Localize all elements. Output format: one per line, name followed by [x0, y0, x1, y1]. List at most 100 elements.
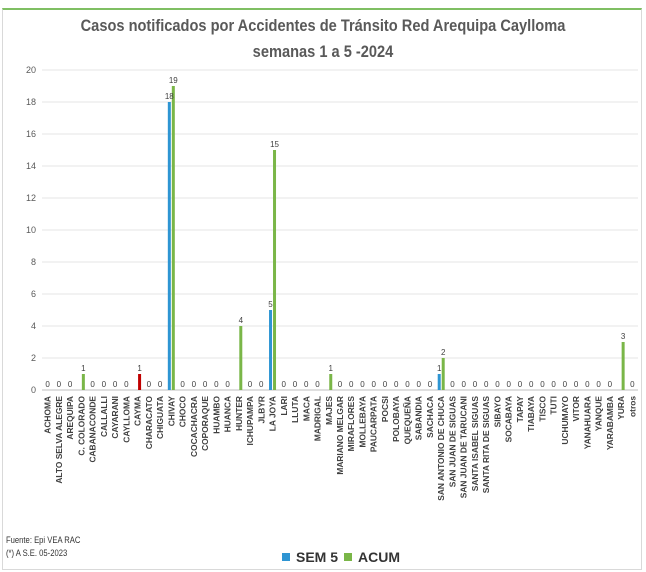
legend-label-acum: ACUM: [358, 549, 401, 565]
y-tick-label: 14: [26, 161, 36, 171]
y-tick-label: 0: [31, 385, 36, 395]
y-tick-label: 18: [26, 97, 36, 107]
data-label-sem5: 1: [437, 364, 442, 373]
data-label-sem5: 5: [268, 300, 273, 309]
data-label-acum: 1: [137, 364, 142, 373]
data-label-acum: 0: [394, 380, 399, 389]
data-label-acum: 0: [608, 380, 613, 389]
data-label-acum: 0: [484, 380, 489, 389]
x-category-label: ALTO SELVA ALEGRE: [54, 396, 64, 484]
x-category-label: LA JOYA: [268, 396, 278, 431]
data-label-acum: 0: [405, 380, 410, 389]
bar-sem5: [269, 310, 273, 390]
data-label-acum: 0: [158, 380, 163, 389]
x-category-label: CABANACONDE: [88, 396, 98, 463]
x-category-label: POLOBAYA: [391, 396, 401, 442]
y-tick-label: 10: [26, 225, 36, 235]
x-category-label: HUANCA: [223, 396, 233, 432]
data-label-acum: 0: [585, 380, 590, 389]
data-label-acum: 0: [383, 380, 388, 389]
x-category-label: TISCO: [537, 396, 547, 422]
data-label-acum: 0: [113, 380, 118, 389]
x-category-label: SAN JUAN DE TARUCANI: [459, 396, 469, 498]
bar-sem5: [167, 102, 171, 390]
x-category-label: LARI: [279, 396, 289, 416]
data-label-acum: 0: [192, 380, 197, 389]
x-category-label: YURA: [616, 396, 626, 420]
x-category-label: COPORAQUE: [200, 396, 210, 451]
data-label-acum: 0: [248, 380, 253, 389]
x-category-label: SANTA RITA DE SIGUAS: [481, 396, 491, 494]
x-category-label: CAYARANI: [110, 396, 120, 439]
x-category-label: PAUCARPATA: [369, 396, 379, 452]
x-category-label: POCSI: [380, 396, 390, 422]
data-label-acum: 0: [102, 380, 107, 389]
x-category-label: MIRAFLORES: [346, 396, 356, 452]
legend-label-sem5: SEM 5: [296, 549, 339, 565]
chart-frame: [2, 8, 642, 570]
data-label-acum: 0: [57, 380, 62, 389]
x-category-label: otros: [627, 396, 637, 417]
legend-swatch-acum: [344, 553, 353, 561]
data-label-acum: 0: [90, 380, 95, 389]
x-category-label: JLBYR: [256, 396, 266, 423]
data-label-acum: 2: [441, 348, 446, 357]
y-tick-label: 2: [31, 353, 36, 363]
x-category-label: UCHUMAYO: [560, 396, 570, 445]
x-category-label: CHIVAY: [166, 396, 176, 427]
data-label-acum: 0: [495, 380, 500, 389]
x-category-label: ICHUPAMPA: [245, 396, 255, 445]
bar-acum: [239, 326, 243, 390]
x-category-label: SOCABAYA: [504, 396, 514, 442]
bar-acum: [171, 86, 175, 390]
data-label-acum: 3: [621, 332, 626, 341]
data-label-acum: 0: [349, 380, 354, 389]
x-category-label: CAYLLOMA: [121, 396, 131, 443]
bar-acum: [81, 374, 85, 390]
data-label-acum: 4: [239, 316, 244, 325]
data-label-acum: 0: [574, 380, 579, 389]
data-label-acum: 0: [304, 380, 309, 389]
bar-acum: [273, 150, 277, 390]
x-category-label: VITOR: [571, 396, 581, 421]
y-tick-label: 4: [31, 321, 36, 331]
x-category-label: C. COLORADO: [76, 396, 86, 456]
data-label-acum: 0: [416, 380, 421, 389]
data-label-acum: 0: [450, 380, 455, 389]
source-date-note: (*) A S.E. 05-2023: [6, 548, 68, 558]
x-category-label: MAJES: [324, 396, 334, 425]
x-category-label: AREQUIPA: [65, 396, 75, 440]
data-label-acum: 0: [259, 380, 264, 389]
x-category-label: SACHACA: [425, 396, 435, 438]
y-tick-label: 6: [31, 289, 36, 299]
y-tick-label: 20: [26, 65, 36, 75]
x-category-label: MADRIGAL: [313, 396, 323, 441]
data-label-acum: 15: [270, 140, 279, 149]
bar-acum: [441, 358, 445, 390]
data-label-acum: 0: [518, 380, 523, 389]
bar-sem5: [437, 374, 441, 390]
data-label-acum: 0: [293, 380, 298, 389]
x-category-label: COCACHACRA: [189, 396, 199, 457]
data-label-acum: 0: [551, 380, 556, 389]
chart-legend: SEM 5 ACUM: [282, 549, 400, 565]
data-label-acum: 0: [180, 380, 185, 389]
legend-swatch-sem5: [282, 553, 290, 561]
y-tick-label: 12: [26, 193, 36, 203]
source-note: Fuente: Epi VEA RAC: [6, 535, 81, 545]
x-category-label: CHARACATO: [144, 396, 154, 450]
data-label-acum: 0: [147, 380, 152, 389]
data-label-acum: 0: [360, 380, 365, 389]
data-label-acum: 0: [315, 380, 320, 389]
x-category-label: YANAHUARA: [582, 396, 592, 449]
data-label-acum: 0: [203, 380, 208, 389]
data-label-sem5: 18: [165, 92, 174, 101]
data-label-acum: 0: [124, 380, 129, 389]
data-label-acum: 1: [81, 364, 86, 373]
data-label-acum: 0: [282, 380, 287, 389]
data-label-acum: 1: [329, 364, 334, 373]
x-category-label: TUTI: [549, 396, 559, 415]
data-label-acum: 0: [529, 380, 534, 389]
bar-acum: [138, 374, 142, 390]
